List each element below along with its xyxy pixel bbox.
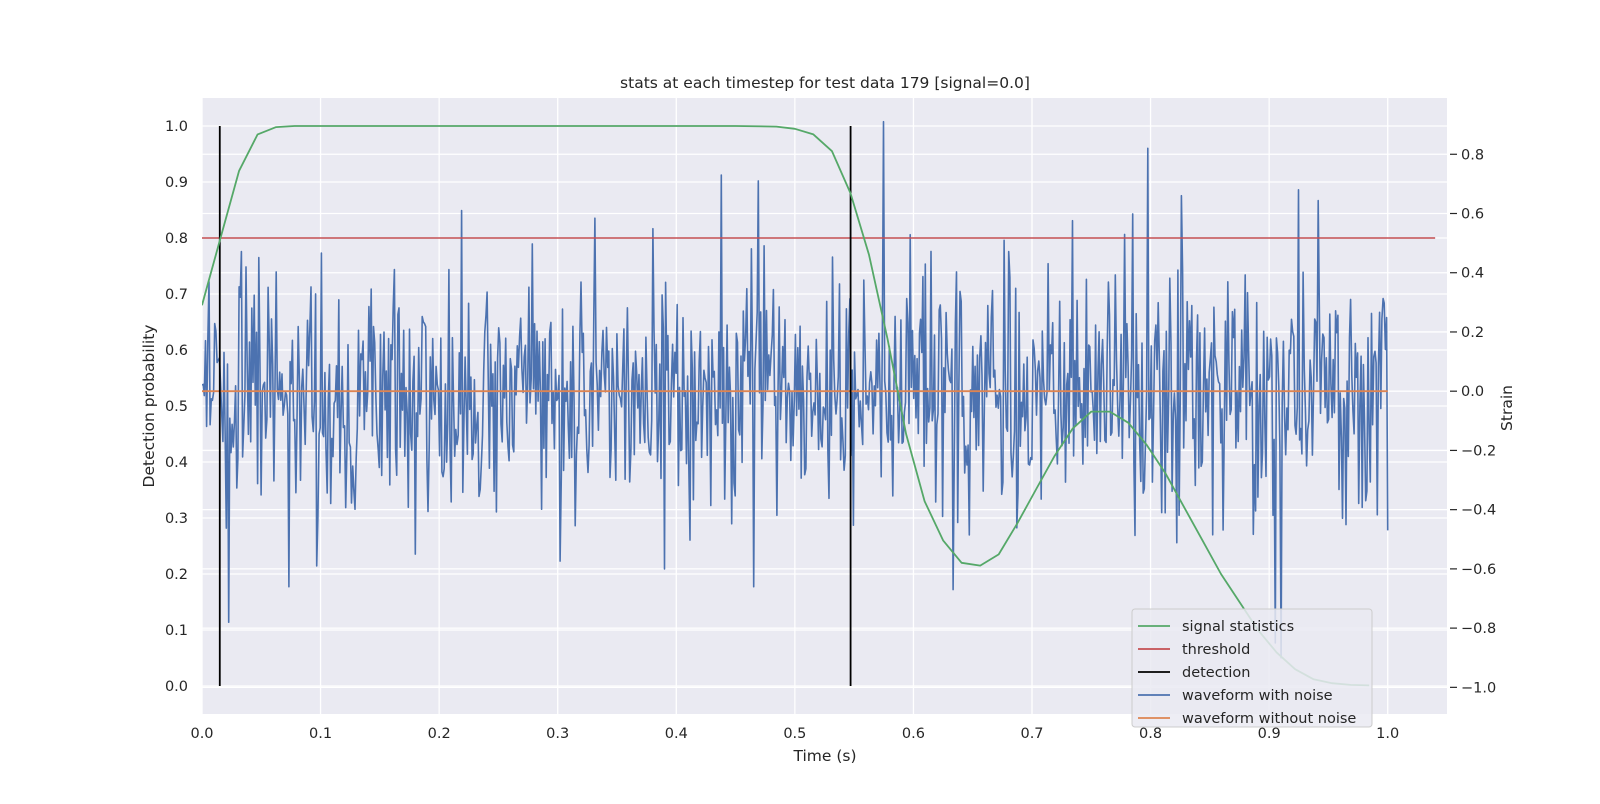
x-tick-label: 0.6 — [902, 726, 925, 742]
y-tick-label-right: 0.6 — [1461, 207, 1484, 223]
y-tick-label-left: 0.0 — [165, 679, 188, 695]
legend-entry-label: waveform without noise — [1182, 711, 1356, 727]
y-tick-label-left: 0.6 — [165, 343, 188, 359]
x-tick-label: 1.0 — [1376, 726, 1399, 742]
y-axis-label-right: Strain — [1498, 385, 1516, 431]
x-tick-label: 0.9 — [1258, 726, 1281, 742]
y-tick-label-right: −0.4 — [1461, 503, 1496, 519]
x-tick-label: 0.1 — [309, 726, 332, 742]
y-tick-label-left: 0.5 — [165, 399, 188, 415]
x-tick-label: 0.4 — [665, 726, 688, 742]
legend: signal statistics threshold detection wavef… — [1131, 608, 1373, 728]
y-tick-label-right: −0.8 — [1461, 621, 1496, 637]
y-axis-label-left: Detection probability — [140, 325, 158, 488]
y-tick-label-left: 0.9 — [165, 175, 188, 191]
chart-title: stats at each timestep for test data 179… — [620, 74, 1030, 92]
x-tick-label: 0.3 — [546, 726, 569, 742]
y-tick-label-right: −0.2 — [1461, 443, 1496, 459]
series-signal-statistics — [202, 125, 1370, 687]
y-tick-label-right: 0.4 — [1461, 266, 1484, 282]
y-tick-label-right: 0.8 — [1461, 147, 1484, 163]
series-layer — [202, 120, 1436, 687]
axis-ticks: 0.0 0.1 0.2 0.3 0.4 0.5 0.6 0.7 0.8 0.9 1.0 0.0 0.1 0… — [165, 119, 1496, 742]
x-tick-label: 0.8 — [1139, 726, 1162, 742]
y-tick-label-left: 0.8 — [165, 231, 188, 247]
y-tick-label-left: 0.2 — [165, 567, 188, 583]
series-waveform-with-noise — [202, 120, 1389, 659]
x-tick-label: 0.0 — [190, 726, 213, 742]
legend-entry-label: waveform with noise — [1182, 688, 1333, 704]
x-tick-label: 0.5 — [783, 726, 806, 742]
y-tick-label-left: 1.0 — [165, 119, 188, 135]
y-tick-label-right: −0.6 — [1461, 562, 1496, 578]
y-tick-label-left: 0.4 — [165, 455, 188, 471]
x-tick-label: 0.7 — [1020, 726, 1043, 742]
y-tick-label-left: 0.3 — [165, 511, 188, 527]
legend-entry-label: detection — [1182, 665, 1250, 681]
legend-entry-label: threshold — [1182, 642, 1250, 658]
y-tick-label-right: 0.0 — [1461, 384, 1484, 400]
y-tick-label-right: 0.2 — [1461, 325, 1484, 341]
x-axis-label: Time (s) — [792, 747, 856, 765]
x-tick-label: 0.2 — [428, 726, 451, 742]
y-tick-label-left: 0.1 — [165, 623, 188, 639]
y-tick-label-left: 0.7 — [165, 287, 188, 303]
y-tick-label-right: −1.0 — [1461, 680, 1496, 696]
legend-box — [1131, 608, 1373, 728]
legend-entry-label: signal statistics — [1182, 619, 1294, 635]
